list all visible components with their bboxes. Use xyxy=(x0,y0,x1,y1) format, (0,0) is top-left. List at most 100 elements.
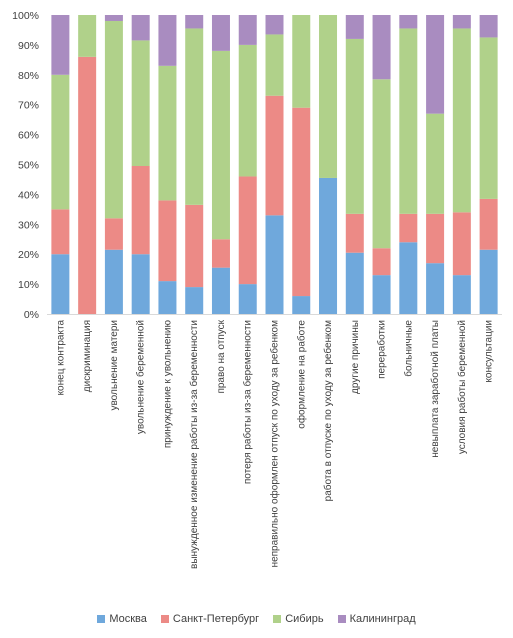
bar-segment xyxy=(238,176,257,285)
bar-segment xyxy=(185,204,204,288)
x-tick-label: право на отпуск xyxy=(216,319,227,393)
legend-item: Калининград xyxy=(337,613,416,625)
bar-segment xyxy=(238,44,257,177)
x-tick-label: оформление на работе xyxy=(295,320,307,429)
bar-segment xyxy=(426,213,445,264)
bar-segment xyxy=(345,252,364,314)
x-tick-label: принуждение к увольнению xyxy=(162,320,173,449)
bar-segment xyxy=(185,287,204,314)
bar-segment xyxy=(104,15,123,21)
bar-segment xyxy=(78,15,97,57)
x-axis: конец контракта дискриминация увольнение м… xyxy=(47,314,502,569)
bar-segment xyxy=(104,218,123,250)
x-tick-label: другие причины xyxy=(350,320,361,394)
x-tick-label: дискриминация xyxy=(82,320,93,392)
bar-segment xyxy=(399,242,418,314)
y-tick-label: 80% xyxy=(18,70,39,82)
y-axis: 0% 10% 20% 30% 40% 50% 60% 70% 80% 90% 100% xyxy=(12,10,39,321)
bar-segment xyxy=(78,56,97,315)
x-tick-label: переработки xyxy=(376,320,388,379)
bar-segment xyxy=(131,166,150,255)
bar-segment xyxy=(452,15,471,29)
y-tick-label: 50% xyxy=(18,160,39,172)
bar-segment xyxy=(372,15,391,80)
legend-label: Москва xyxy=(109,613,147,625)
bar-segment xyxy=(265,15,284,35)
bar-segment xyxy=(131,254,150,314)
bar-segment xyxy=(399,28,418,214)
x-tick-label: работа в отпуске по уходу за ребенком xyxy=(322,320,334,501)
bar-segment xyxy=(292,107,311,297)
y-tick-label: 40% xyxy=(18,189,39,201)
bar-segment xyxy=(238,15,257,45)
bar-segment xyxy=(158,65,177,201)
bar-segment xyxy=(104,20,123,219)
bar-segment xyxy=(426,263,445,314)
bar-segment xyxy=(452,212,471,276)
bar-segment xyxy=(292,296,311,314)
legend-swatch xyxy=(97,615,106,623)
y-tick-label: 30% xyxy=(18,219,39,231)
bar-segment xyxy=(211,50,230,240)
legend-label: Калининград xyxy=(349,613,416,625)
x-tick-label: больничные xyxy=(402,320,414,377)
bar-segment xyxy=(104,249,123,314)
legend-label: Санкт-Петербург xyxy=(172,613,260,625)
bar-segment xyxy=(319,177,338,314)
y-tick-label: 20% xyxy=(18,249,39,261)
stacked-bar-chart: 0% 10% 20% 30% 40% 50% 60% 70% 80% 90% 100% конец … xyxy=(12,10,502,569)
bar-segment xyxy=(158,15,177,66)
bar-segment xyxy=(131,15,150,41)
bars-group xyxy=(51,15,498,315)
bar-segment xyxy=(452,275,471,314)
bar-segment xyxy=(211,267,230,314)
x-tick-label: конец контракта xyxy=(55,320,66,396)
y-tick-label: 70% xyxy=(18,100,39,112)
bar-segment xyxy=(479,15,498,38)
bar-segment xyxy=(452,28,471,213)
bar-segment xyxy=(265,215,284,314)
bar-segment xyxy=(345,15,364,39)
bar-segment xyxy=(399,15,418,29)
legend-item: Санкт-Петербург xyxy=(160,613,260,625)
legend: Москва Санкт-Петербург Сибирь Калининград xyxy=(0,608,513,630)
x-tick-label: невыплата заработной платы xyxy=(429,320,441,458)
x-tick-label: увольнение беременной xyxy=(135,320,147,434)
bar-segment xyxy=(51,74,70,210)
y-tick-label: 10% xyxy=(18,279,39,291)
bar-segment xyxy=(479,249,498,314)
legend-swatch xyxy=(273,615,282,623)
bar-segment xyxy=(265,95,284,216)
y-tick-label: 90% xyxy=(18,40,39,52)
x-tick-label: потеря работы из-за беременности xyxy=(242,320,254,484)
bar-segment xyxy=(345,38,364,214)
bar-segment xyxy=(185,15,204,29)
legend-label: Сибирь xyxy=(285,613,324,625)
y-tick-label: 100% xyxy=(12,10,39,22)
bar-segment xyxy=(372,248,391,276)
y-tick-label: 60% xyxy=(18,130,39,142)
x-tick-label: условия работы беременной xyxy=(456,320,468,454)
bar-segment xyxy=(238,284,257,314)
bar-segment xyxy=(185,28,204,205)
bar-segment xyxy=(131,40,150,166)
bar-segment xyxy=(51,209,70,255)
bar-segment xyxy=(479,37,498,199)
bar-segment xyxy=(479,198,498,250)
legend-item: Сибирь xyxy=(273,613,324,625)
bar-segment xyxy=(345,213,364,253)
bar-segment xyxy=(292,15,311,108)
bar-segment xyxy=(211,239,230,268)
legend-swatch xyxy=(337,615,346,623)
bar-segment xyxy=(51,15,70,75)
bar-segment xyxy=(158,281,177,314)
x-tick-label: увольнение матери xyxy=(109,320,120,411)
bar-segment xyxy=(426,15,445,114)
bar-segment xyxy=(265,34,284,96)
x-tick-label: консультации xyxy=(484,320,495,383)
bar-segment xyxy=(399,213,418,243)
legend-swatch xyxy=(160,615,169,623)
bar-segment xyxy=(51,254,70,314)
y-tick-label: 0% xyxy=(24,309,39,321)
bar-segment xyxy=(211,15,230,51)
